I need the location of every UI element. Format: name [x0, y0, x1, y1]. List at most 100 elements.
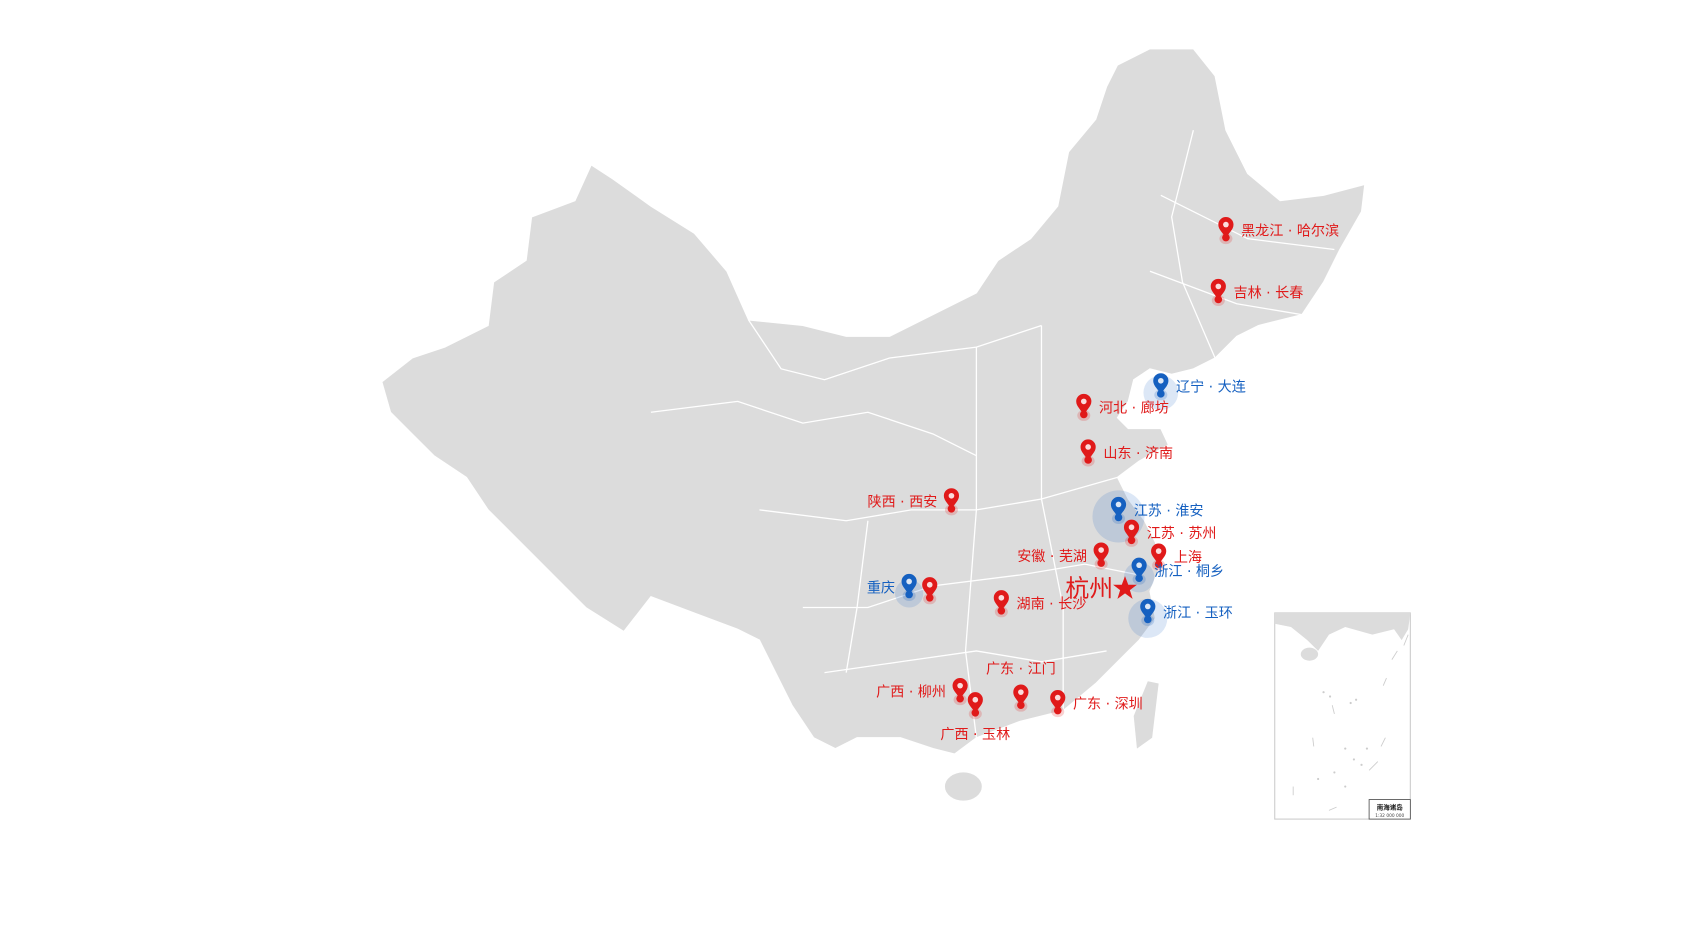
mainland: [381, 48, 1366, 755]
marker-jinan[interactable]: 山东 · 济南: [1080, 439, 1174, 467]
marker-label: 辽宁 · 大连: [1176, 379, 1246, 396]
marker-harbin[interactable]: 黑龙江 · 哈尔滨: [1218, 216, 1339, 245]
pin-base: [1222, 233, 1230, 242]
pin-dot: [1215, 283, 1222, 290]
map-pin-icon: [1110, 496, 1127, 519]
pin-base: [956, 694, 964, 703]
pin-base: [1135, 574, 1143, 583]
marker-changchun[interactable]: 吉林 · 长春: [1210, 278, 1304, 306]
marker-yuhuan[interactable]: 浙江 · 玉环: [1128, 598, 1233, 638]
map-pin-icon: [1140, 598, 1156, 621]
pin-dot: [1054, 694, 1061, 701]
inset-title: 南海诸岛: [1377, 802, 1404, 811]
map-pin-icon: [1080, 439, 1096, 462]
pin-base: [925, 593, 934, 602]
pin-base: [1214, 295, 1223, 304]
pin-dot: [1144, 603, 1151, 610]
province-borders: [650, 130, 1335, 738]
pin-base: [1144, 615, 1152, 624]
pin-base: [997, 606, 1006, 615]
pin-dot: [1085, 444, 1091, 450]
pin-dot: [972, 696, 979, 703]
marker-chongqing2[interactable]: [922, 577, 938, 605]
headquarters-label: 杭州: [1065, 575, 1113, 603]
pin-dot: [1136, 562, 1142, 569]
map-pin-icon: [952, 678, 968, 700]
marker-label: 浙江 · 桐乡: [1154, 564, 1224, 580]
map-pin-icon: [1131, 557, 1147, 580]
pin-base: [1157, 390, 1165, 398]
map-pin-icon: [1151, 543, 1167, 566]
pin-dot: [1018, 689, 1024, 695]
pin-base: [1053, 706, 1062, 715]
marker-label: 江苏 · 淮安: [1134, 503, 1204, 519]
map-pin-icon: [1013, 684, 1029, 707]
pin-dot: [1080, 398, 1087, 405]
marker-langfang[interactable]: 河北 · 廊坊: [1076, 393, 1169, 421]
marker-label: 江苏 · 苏州: [1147, 526, 1217, 542]
pin-dot: [926, 581, 933, 588]
map-pin-icon: [967, 692, 983, 714]
pin-base: [1127, 536, 1136, 545]
marker-label: 浙江 · 玉环: [1163, 605, 1233, 621]
marker-label: 重庆: [867, 580, 895, 596]
pin-base: [1084, 456, 1092, 464]
marker-label: 安徽 · 芜湖: [1017, 548, 1087, 565]
pin-base: [947, 505, 956, 513]
pin-dot: [906, 578, 912, 585]
pin-base: [1079, 410, 1088, 419]
marker-changsha[interactable]: 湖南 · 长沙: [993, 590, 1087, 618]
pin-base: [1114, 513, 1123, 522]
marker-label: 吉林 · 长春: [1234, 285, 1304, 301]
pin-dot: [1128, 524, 1135, 531]
map-pin-icon: [1093, 542, 1109, 565]
inset-scale: 1:32 000 000: [1375, 813, 1404, 819]
marker-liuzhou[interactable]: 广西 · 柳州: [876, 678, 968, 706]
pin-base: [1154, 560, 1163, 568]
marker-yulin[interactable]: 广西 · 玉林: [940, 692, 1010, 743]
marker-shenzhen[interactable]: 广东 · 深圳: [1050, 689, 1143, 718]
marker-shanghai[interactable]: 上海: [1151, 543, 1202, 571]
map-pin-icon: [1218, 216, 1234, 239]
map-pin-icon: [1050, 689, 1066, 712]
map-pin-icon: [922, 577, 938, 599]
marker-xian[interactable]: 陕西 · 西安: [868, 488, 960, 516]
map-pin-icon: [993, 590, 1009, 612]
marker-jiangmen[interactable]: 广东 · 江门: [986, 662, 1056, 712]
marker-label: 黑龙江 · 哈尔滨: [1241, 223, 1339, 239]
marker-label: 广东 · 深圳: [1073, 696, 1143, 712]
pin-base: [1097, 559, 1105, 567]
pin-dot: [1115, 501, 1122, 508]
pin-dot: [1155, 548, 1162, 554]
pin-dot: [1157, 377, 1164, 384]
marker-label: 湖南 · 长沙: [1017, 597, 1087, 613]
pin-base: [971, 708, 980, 717]
marker-chongqing[interactable]: 重庆: [867, 573, 924, 608]
pin-dot: [1223, 221, 1229, 228]
map-pin-icon: [1076, 393, 1092, 416]
map-pin-icon: [943, 488, 960, 510]
china-landmass: [381, 48, 1366, 801]
map-pin-icon: [1123, 519, 1140, 542]
marker-label: 广西 · 玉林: [940, 727, 1010, 743]
marker-label: 广东 · 江门: [986, 662, 1056, 678]
map-pin-icon: [1210, 278, 1226, 301]
marker-label: 上海: [1174, 550, 1202, 566]
headquarters-marker[interactable]: 杭州: [1065, 575, 1137, 603]
marker-suzhou[interactable]: 江苏 · 苏州: [1123, 519, 1217, 547]
pin-dot: [1098, 547, 1104, 553]
hainan: [944, 772, 982, 801]
taiwan: [1133, 681, 1159, 749]
pin-dot: [998, 594, 1005, 601]
map-pin-icon: [1153, 373, 1169, 395]
marker-label: 广西 · 柳州: [876, 683, 946, 700]
marker-label: 陕西 · 西安: [868, 495, 938, 511]
pin-dot: [957, 682, 963, 689]
star-icon: [1113, 576, 1137, 599]
south-china-sea-inset: 南海诸岛 1:32 000 000: [1274, 612, 1411, 820]
marker-dalian[interactable]: 辽宁 · 大连: [1143, 373, 1246, 411]
marker-wuhu[interactable]: 安徽 · 芜湖: [1017, 542, 1109, 570]
marker-label: 山东 · 济南: [1103, 446, 1173, 462]
pin-base: [905, 590, 913, 599]
